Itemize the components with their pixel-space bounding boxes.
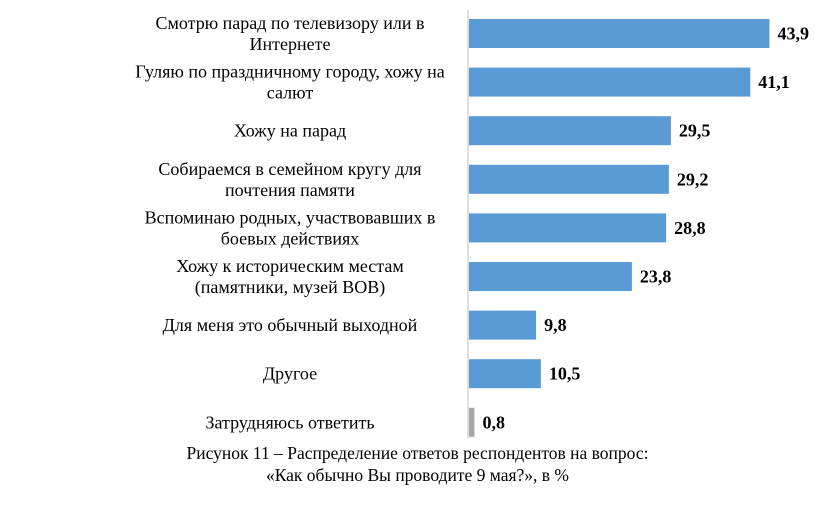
category-label-line: боевых действиях: [221, 228, 360, 248]
value-label: 23,8: [640, 267, 672, 287]
caption-line-2: «Как обычно Вы проводите 9 мая?», в %: [265, 465, 570, 485]
bar: [469, 116, 671, 146]
caption-line-1: Рисунок 11 – Распределение ответов респо…: [186, 443, 649, 463]
category-label: Гуляю по праздничному городу, хожу на сал…: [135, 62, 445, 103]
category-label: Вспоминаю родных, участвовавших в боевых …: [145, 207, 436, 248]
bar: [469, 67, 751, 97]
category-label-line: Хожу к историческим местам: [176, 256, 404, 276]
bar: [469, 407, 475, 437]
value-label: 0,8: [482, 412, 505, 432]
category-label: Хожу на парад: [234, 121, 346, 141]
bar: [469, 19, 770, 48]
category-label-line: Собираемся в семейном кругу для: [158, 159, 421, 179]
category-label-line: почтения памяти: [225, 180, 355, 200]
value-label: 43,9: [777, 24, 809, 44]
value-label: 10,5: [549, 364, 581, 384]
category-label: Другое: [263, 364, 317, 384]
category-label-line: Смотрю парад по телевизору или в: [155, 13, 424, 33]
category-label-line: Затрудняюсь ответить: [205, 412, 374, 432]
bar: [469, 359, 541, 389]
category-label-line: (памятники, музей ВОВ): [195, 277, 385, 298]
category-label-line: Хожу на парад: [234, 121, 346, 141]
value-label: 29,2: [677, 169, 709, 189]
category-label-line: салют: [267, 83, 314, 103]
category-label-line: Для меня это обычный выходной: [163, 315, 418, 335]
value-label: 9,8: [544, 315, 567, 335]
category-label: Собираемся в семейном кругу для почтения …: [158, 159, 421, 200]
value-label: 41,1: [758, 72, 790, 92]
category-label: Смотрю парад по телевизору или в Интернет…: [155, 13, 424, 54]
category-label-line: Другое: [263, 364, 317, 384]
bar-chart: Смотрю парад по телевизору или в Интернет…: [135, 10, 809, 438]
value-label: 29,5: [679, 121, 711, 141]
category-label: Затрудняюсь ответить: [205, 412, 374, 432]
bar: [469, 310, 537, 340]
category-label: Хожу к историческим местам (памятники, му…: [176, 256, 404, 298]
bar: [469, 213, 667, 243]
category-label: Для меня это обычный выходной: [163, 315, 418, 335]
bar: [469, 164, 669, 194]
category-label-line: Вспоминаю родных, участвовавших в: [145, 207, 436, 227]
category-label-line: Гуляю по праздничному городу, хожу на: [135, 62, 445, 82]
value-label: 28,8: [674, 218, 706, 238]
bar: [469, 262, 632, 291]
category-label-line: Интернете: [250, 34, 331, 54]
figure-caption: Рисунок 11 – Распределение ответов респо…: [0, 442, 835, 486]
